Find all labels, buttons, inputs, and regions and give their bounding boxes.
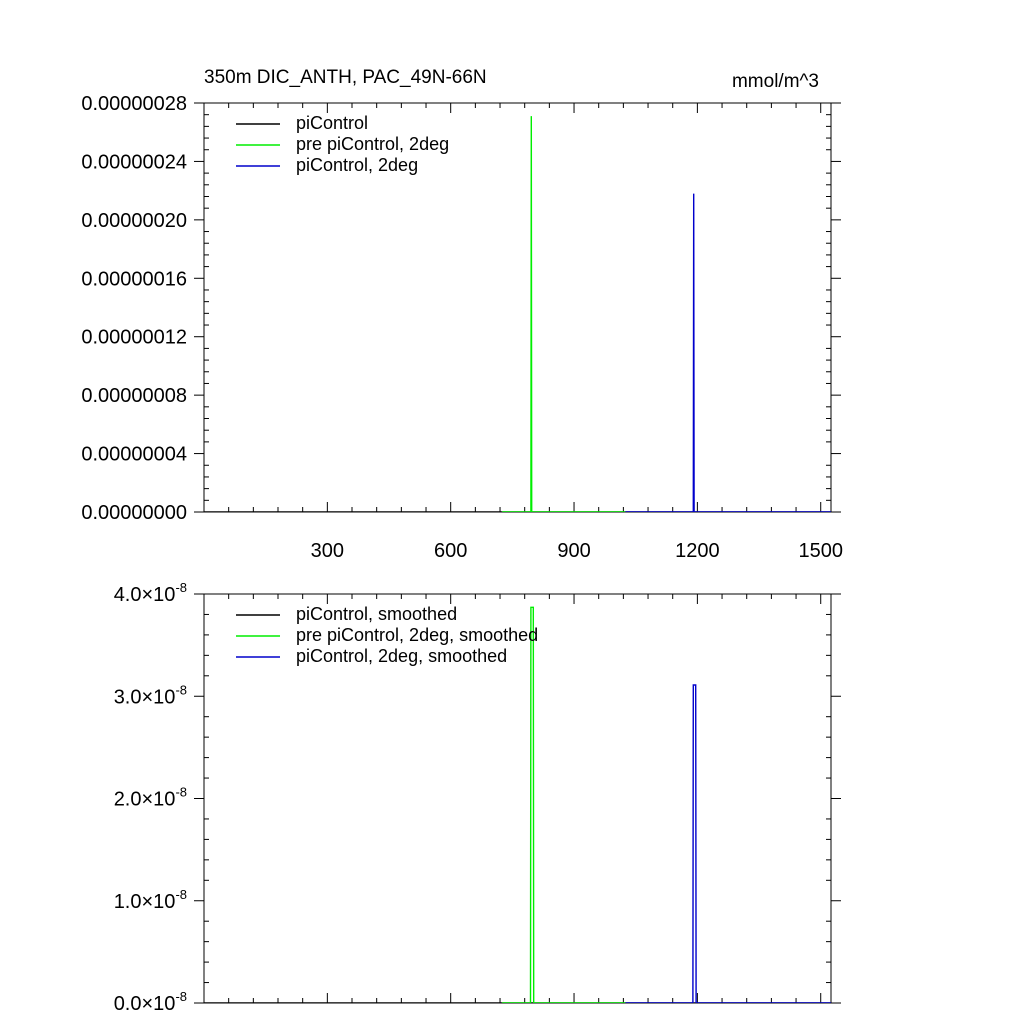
y-tick-label: 0.00000028	[81, 93, 187, 115]
y-tick-base: ×10	[142, 584, 176, 606]
series-line-3	[625, 193, 831, 512]
y-tick-mantissa: 2.0	[114, 789, 142, 811]
legend-label: pre piControl, 2deg, smoothed	[296, 625, 538, 645]
y-tick-label: 2.0×10-8	[114, 785, 187, 811]
y-tick-mantissa: 1.0	[114, 891, 142, 913]
y-tick-exponent: -8	[175, 887, 187, 902]
y-tick-label: 0.0×10-8	[114, 989, 187, 1015]
legend-label: piControl, smoothed	[296, 604, 457, 624]
x-tick-label: 1500	[798, 540, 843, 562]
y-tick-exponent: -8	[175, 785, 187, 800]
y-tick-label: 3.0×10-8	[114, 682, 187, 708]
y-tick-label: 0.00000008	[81, 385, 187, 407]
y-tick-mantissa: 3.0	[114, 686, 142, 708]
y-tick-label: 0.00000000	[81, 502, 187, 524]
legend-label: piControl	[296, 113, 368, 133]
y-tick-base: ×10	[142, 891, 176, 913]
series-line-2	[502, 606, 626, 1003]
bottom-panel: 0.0×10-81.0×10-82.0×10-83.0×10-84.0×10-8…	[114, 580, 841, 1015]
y-tick-label: 4.0×10-8	[114, 580, 187, 606]
units-label: mmol/m^3	[732, 71, 819, 92]
chart-title: 350m DIC_ANTH, PAC_49N-66N	[204, 67, 487, 88]
legend-label: piControl, 2deg	[296, 155, 418, 175]
series-line-2	[502, 116, 626, 512]
y-tick-exponent: -8	[175, 682, 187, 697]
y-tick-label: 0.00000024	[81, 151, 187, 173]
y-tick-label: 0.00000016	[81, 268, 187, 290]
y-tick-exponent: -8	[175, 989, 187, 1004]
x-tick-label: 900	[557, 540, 590, 562]
x-tick-label: 1200	[675, 540, 720, 562]
y-tick-exponent: -8	[175, 580, 187, 595]
y-tick-label: 1.0×10-8	[114, 887, 187, 913]
y-tick-label: 0.00000004	[81, 444, 187, 466]
y-tick-mantissa: 0.0	[114, 993, 142, 1015]
y-tick-label: 0.00000012	[81, 327, 187, 349]
legend-label: pre piControl, 2deg	[296, 134, 449, 154]
y-tick-mantissa: 4.0	[114, 584, 142, 606]
y-tick-base: ×10	[142, 993, 176, 1015]
x-tick-label: 600	[434, 540, 467, 562]
legend-label: piControl, 2deg, smoothed	[296, 646, 507, 666]
x-tick-label: 300	[311, 540, 344, 562]
y-tick-base: ×10	[142, 686, 176, 708]
series-line-3	[625, 684, 831, 1003]
y-tick-base: ×10	[142, 789, 176, 811]
top-panel: 300 600 900 1200 1500 0.00000000 0.00000004 0.0…	[81, 93, 843, 562]
y-tick-label: 0.00000020	[81, 210, 187, 232]
